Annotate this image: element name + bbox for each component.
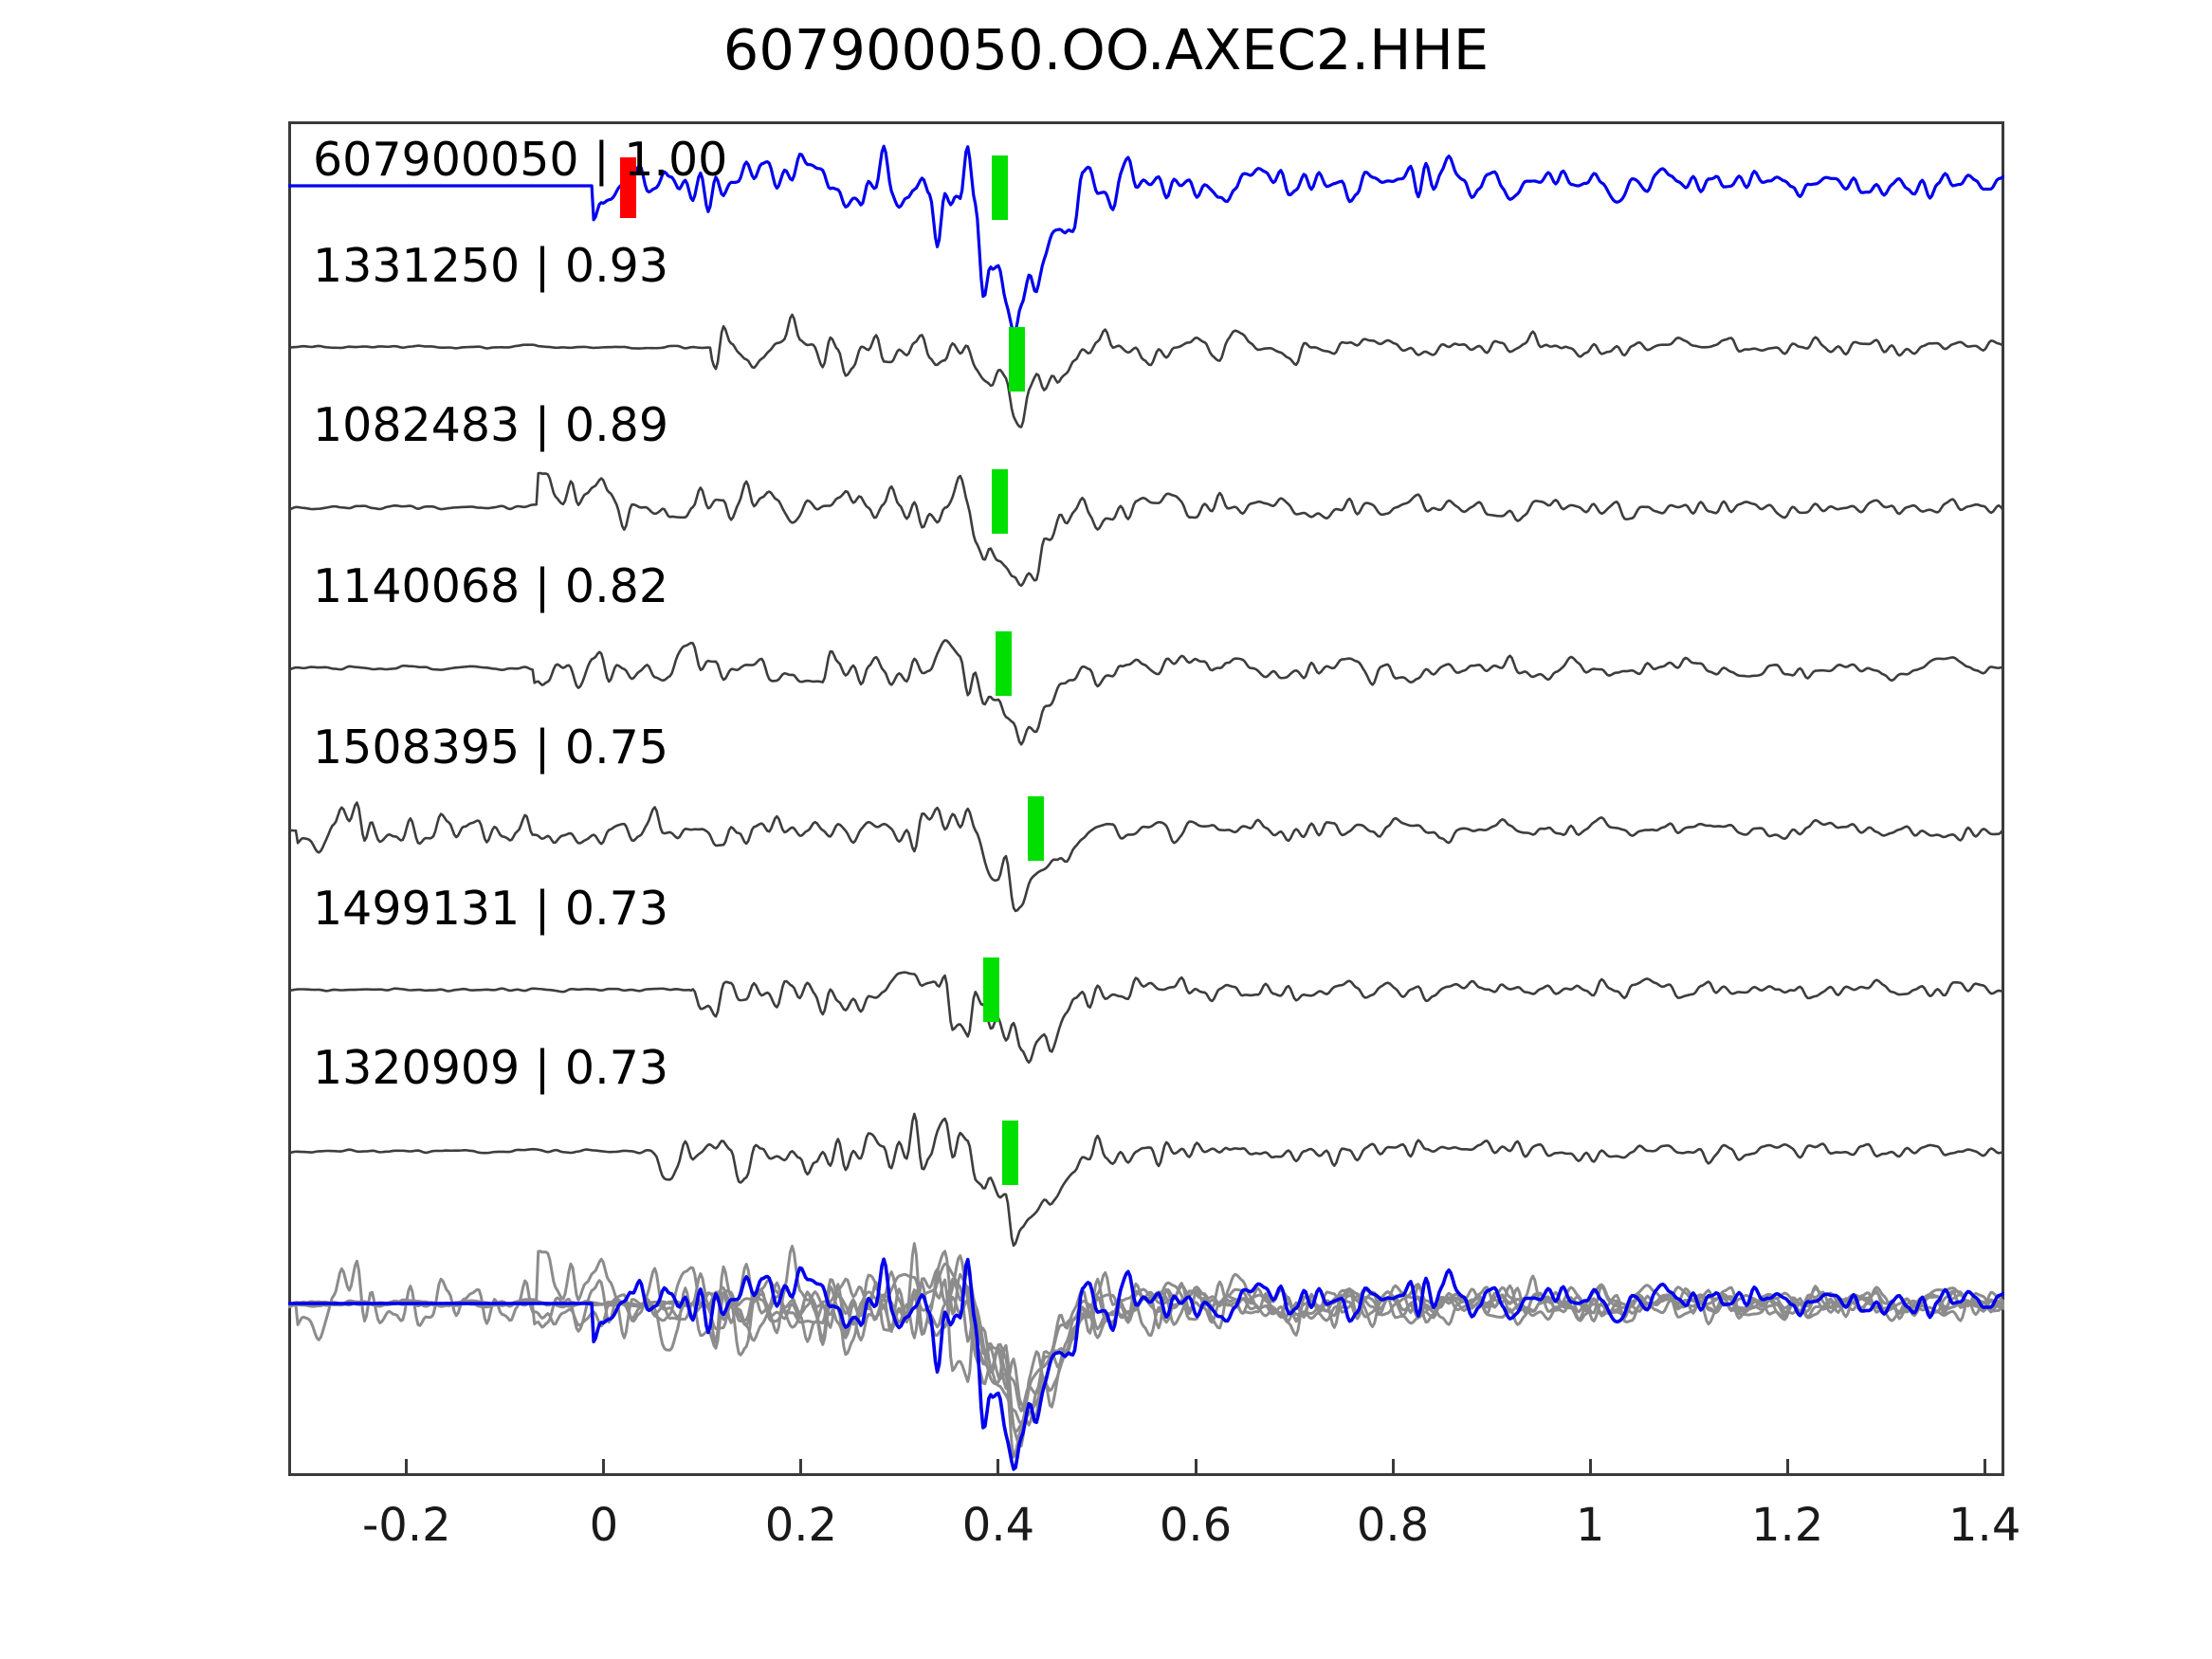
overlay-trace-gray	[288, 1242, 2004, 1459]
waveform-trace	[288, 471, 2004, 588]
trace-label-1331250: 1331250 | 0.93	[313, 239, 668, 293]
x-tick-mark	[1391, 1459, 1395, 1476]
trace-row-607900050	[288, 144, 2004, 336]
s-pick-marker	[996, 631, 1012, 696]
trace-row-1508395	[288, 796, 2004, 913]
trace-row-1320909	[288, 1112, 2004, 1248]
trace-label-1499131: 1499131 | 0.73	[313, 882, 668, 936]
trace-row-1140068	[288, 631, 2004, 746]
s-pick-marker	[992, 469, 1008, 534]
x-tick-label: 1.2	[1750, 1499, 1824, 1552]
x-tick-label: 1.4	[1948, 1499, 2021, 1552]
s-pick-marker	[992, 155, 1008, 220]
p-pick-marker	[620, 157, 636, 218]
x-tick-label: 0.6	[1159, 1499, 1233, 1552]
overlay-trace-gray	[288, 1249, 2004, 1426]
x-tick-label: 1	[1575, 1499, 1605, 1552]
x-tick-mark	[405, 1459, 409, 1476]
waveform-trace	[288, 1112, 2004, 1248]
x-tick-mark	[602, 1459, 606, 1476]
trace-row-1082483	[288, 469, 2004, 588]
x-tick-mark	[1194, 1459, 1197, 1476]
waveform-trace	[288, 801, 2004, 913]
x-tick-label: 0.8	[1356, 1499, 1430, 1552]
trace-label-1320909: 1320909 | 0.73	[313, 1041, 668, 1095]
page-title: 607900050.OO.AXEC2.HHE	[722, 17, 1490, 82]
x-tick-mark	[1785, 1459, 1789, 1476]
overlay-trace-gray	[288, 1262, 2004, 1413]
s-pick-marker	[1002, 1121, 1018, 1185]
x-tick-label: 0.2	[764, 1499, 838, 1552]
waveform-trace	[288, 144, 2004, 336]
trace-label-1082483: 1082483 | 0.89	[313, 398, 668, 452]
overlay-trace-gray	[288, 1259, 2004, 1433]
x-tick-label: 0	[589, 1499, 619, 1552]
x-tick-mark	[996, 1459, 1000, 1476]
trace-label-1140068: 1140068 | 0.82	[313, 559, 668, 613]
x-tick-label: -0.2	[361, 1499, 451, 1552]
waveform-trace	[288, 313, 2004, 428]
waveform-trace	[288, 971, 2004, 1065]
s-pick-marker	[983, 957, 999, 1022]
x-tick-mark	[1983, 1459, 1986, 1476]
trace-label-1508395: 1508395 | 0.75	[313, 720, 668, 775]
overlay-stack-panel	[288, 1242, 2004, 1471]
plot-axes-frame	[288, 121, 2004, 1476]
trace-row-1331250	[288, 313, 2004, 428]
x-tick-mark	[1588, 1459, 1592, 1476]
s-pick-marker	[1009, 327, 1025, 392]
trace-row-1499131	[288, 957, 2004, 1065]
x-tick-mark	[799, 1459, 803, 1476]
waveform-plot	[288, 144, 2004, 1471]
overlay-trace-template	[288, 1257, 2004, 1471]
overlay-trace-gray	[288, 1245, 2004, 1448]
trace-label-607900050: 607900050 | 1.00	[313, 133, 728, 187]
s-pick-marker	[1028, 796, 1044, 861]
x-tick-label: 0.4	[961, 1499, 1035, 1552]
waveform-trace	[288, 639, 2004, 746]
